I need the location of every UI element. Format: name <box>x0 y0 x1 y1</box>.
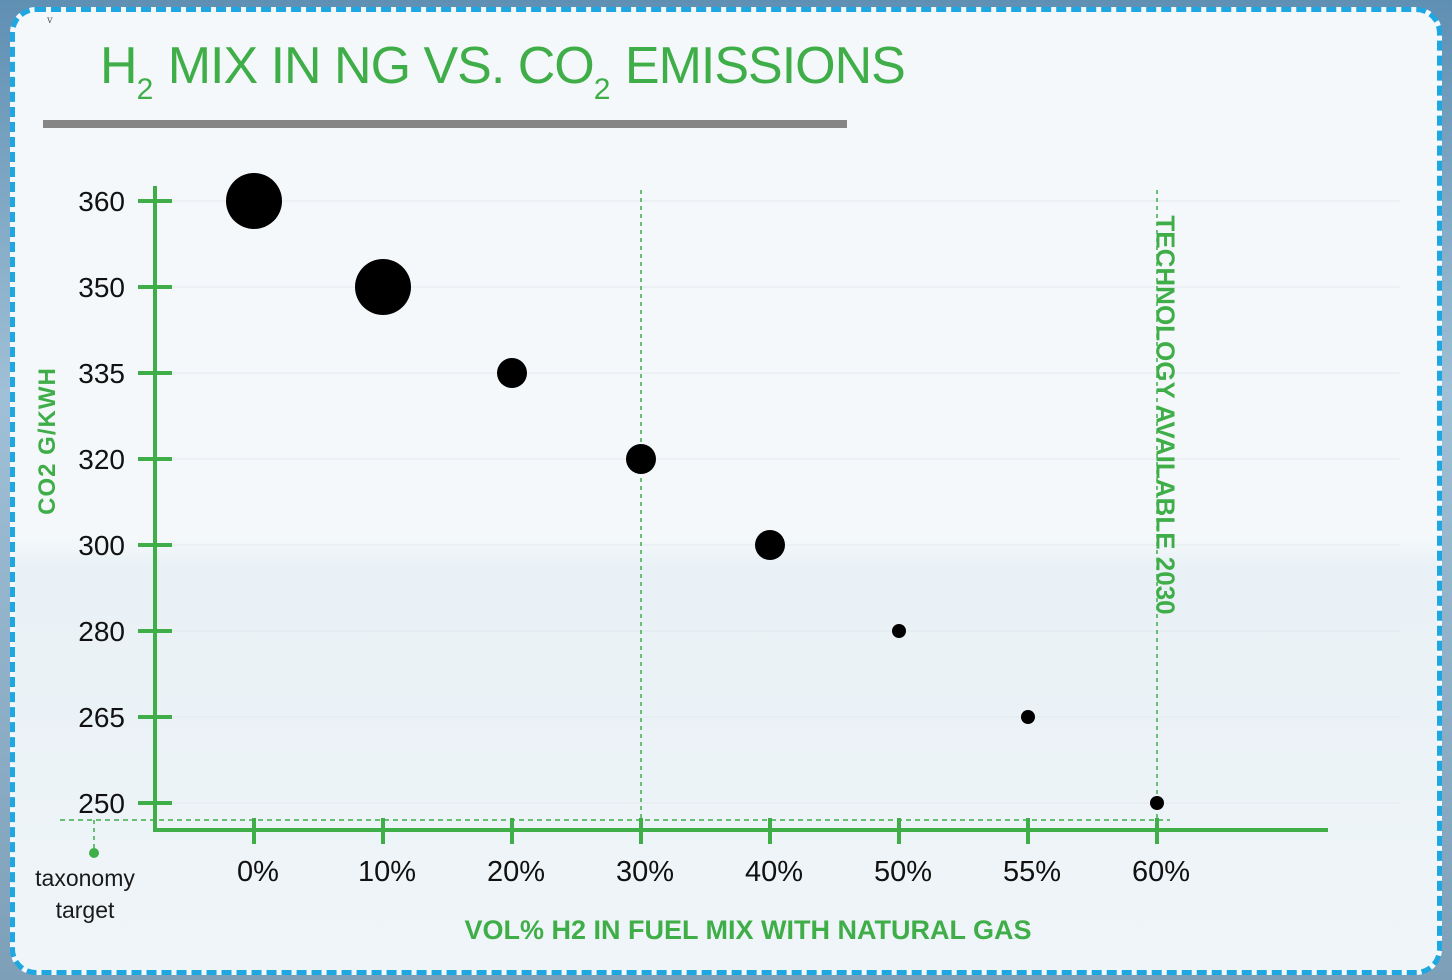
taxonomy-line-1: taxonomy <box>35 865 135 891</box>
y-tick-label-335: 335 <box>78 358 125 389</box>
chart-title: H2 MIX IN NG VS. CO2 EMISSIONS <box>100 36 906 106</box>
y-ticks: 360 350 335 320 300 280 265 250 <box>78 186 172 819</box>
gridlines <box>155 200 1400 804</box>
axes <box>153 186 1328 832</box>
y-tick-label-265: 265 <box>78 702 125 733</box>
y-tick-label-350: 350 <box>78 272 125 303</box>
data-point-4 <box>755 530 785 560</box>
data-point-6 <box>1021 710 1035 724</box>
x-tick-label-2: 20% <box>487 856 545 888</box>
y-tick-label-320: 320 <box>78 444 125 475</box>
taxonomy-line-2: target <box>55 897 115 923</box>
corner-mark: v <box>47 15 53 26</box>
x-ticks: 0% 10% 20% 30% 40% 50% 55% 60% <box>237 818 1190 888</box>
data-point-2 <box>497 358 527 388</box>
data-point-0 <box>226 173 282 229</box>
x-tick-label-3: 30% <box>616 856 674 888</box>
x-tick-label-0: 0% <box>237 856 279 888</box>
data-point-1 <box>355 259 411 315</box>
technology-annotation: TECHNOLOGY AVAILABLE 2030 <box>1150 215 1181 615</box>
title-part-2: MIX IN NG VS. CO <box>167 37 595 95</box>
title-part-1: H <box>100 37 138 95</box>
data-point-7 <box>1150 796 1164 810</box>
x-tick-label-4: 40% <box>745 856 803 888</box>
y-axis-label: CO2 G/KWH <box>34 367 61 515</box>
taxonomy-target-label: taxonomy target <box>35 862 135 926</box>
reference-lines <box>60 190 1170 858</box>
y-tick-label-360: 360 <box>78 186 125 217</box>
card-backdrop <box>15 12 1437 970</box>
chart-card: v H2 MIX IN NG VS. CO2 EMISSIONS <box>10 7 1442 975</box>
x-axis-label: VOL% H2 IN FUEL MIX WITH NATURAL GAS <box>464 915 1032 945</box>
x-tick-label-7: 60% <box>1132 856 1190 888</box>
y-tick-label-300: 300 <box>78 530 125 561</box>
taxonomy-target-dot <box>89 848 99 858</box>
data-points <box>226 173 1164 810</box>
y-tick-label-250: 250 <box>78 788 125 819</box>
x-tick-label-6: 55% <box>1003 856 1061 888</box>
x-tick-label-5: 50% <box>874 856 932 888</box>
title-sub-2: 2 <box>593 73 611 106</box>
data-point-5 <box>892 624 906 638</box>
y-tick-label-280: 280 <box>78 616 125 647</box>
x-tick-label-1: 10% <box>358 856 416 888</box>
title-underline <box>43 120 847 128</box>
title-part-3: EMISSIONS <box>624 37 906 95</box>
data-point-3 <box>626 444 656 474</box>
title-sub-1: 2 <box>136 73 154 106</box>
